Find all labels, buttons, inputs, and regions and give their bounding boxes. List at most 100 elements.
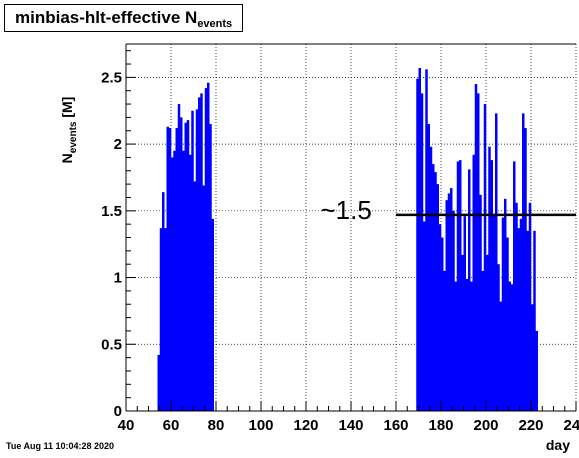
x-tick-label: 200 [473, 417, 498, 434]
histogram-bar [204, 88, 208, 411]
y-tick-label: 1 [114, 270, 122, 287]
histogram-bar [200, 93, 203, 412]
x-tick-label: 60 [163, 417, 180, 434]
histogram-bar [495, 113, 498, 411]
histogram-bar [510, 284, 514, 411]
y-tick-label: 1.5 [101, 203, 122, 220]
y-axis-label: Nevents [M] [59, 97, 79, 164]
histogram-bar [456, 161, 460, 411]
histogram-bar [416, 78, 419, 411]
histogram-bar [189, 154, 192, 411]
x-tick-label: 40 [118, 417, 135, 434]
x-tick-label: 140 [338, 417, 363, 434]
histogram-bar [488, 146, 491, 411]
histogram-bar [432, 164, 435, 411]
x-tick-label: 100 [248, 417, 273, 434]
histogram-bar [508, 281, 511, 411]
histogram-bar [452, 210, 455, 411]
histogram-bar [207, 82, 210, 412]
histogram-bar [173, 150, 176, 411]
y-tick-label: 0 [114, 403, 122, 420]
annotation-label: ~1.5 [321, 195, 372, 225]
histogram-bar [465, 278, 469, 411]
histogram-bar [202, 185, 205, 411]
histogram-bar [443, 270, 446, 411]
histogram-bar [454, 281, 457, 411]
y-axis-label-unit: [M] [59, 97, 75, 122]
histogram-bar [441, 237, 444, 411]
histogram-bar [535, 330, 538, 411]
histogram-bar [425, 69, 428, 412]
histogram-bar [164, 228, 167, 411]
histogram-bar [474, 84, 478, 411]
histogram-bar [162, 192, 165, 411]
histogram-bar [159, 228, 163, 411]
axes [125, 43, 577, 412]
histogram-bar [418, 68, 421, 411]
histogram-bar [515, 202, 518, 411]
histogram-bar [182, 150, 185, 411]
x-tick-label: 220 [518, 417, 543, 434]
chart-title-main: minbias-hlt-effective N [15, 8, 198, 27]
histogram-bar [434, 172, 437, 411]
x-axis-label: day [546, 437, 570, 453]
histogram-bar [504, 198, 507, 411]
histogram-bar [479, 194, 482, 411]
histogram-bar [497, 264, 500, 411]
histogram-bar [522, 113, 525, 411]
histogram-bar [483, 104, 487, 412]
chart-title-subscript: events [197, 18, 233, 30]
histogram-bar [193, 181, 196, 411]
histogram-bar [461, 254, 464, 411]
histogram-bar [517, 228, 520, 411]
histogram-bar [191, 110, 194, 412]
histogram-bar [209, 124, 212, 411]
histogram-bar [531, 304, 534, 411]
histogram-bar [459, 160, 462, 411]
histogram-bar [168, 128, 172, 412]
histogram-bar [429, 146, 433, 411]
histogram-bar [198, 97, 201, 411]
x-tick-label: 120 [293, 417, 318, 434]
histogram-bar [436, 184, 439, 411]
histogram-bar [490, 160, 493, 411]
y-tick-label: 2 [114, 136, 122, 153]
x-tick-label: 240 [563, 417, 579, 434]
y-tick-label: 2.5 [101, 69, 122, 86]
histogram-bar [438, 224, 442, 411]
histogram-bar [492, 214, 496, 411]
histogram-bar [166, 126, 169, 411]
histogram-bar [519, 218, 523, 411]
histogram-bar [180, 117, 183, 412]
chart-title: minbias-hlt-effective Nevents [4, 4, 244, 32]
y-axis-label-subscript: events [68, 121, 79, 153]
x-tick-label: 180 [428, 417, 453, 434]
bars [157, 68, 538, 412]
histogram-bar [499, 301, 502, 411]
histogram-bar [470, 281, 473, 411]
x-tick-label: 160 [383, 417, 408, 434]
histogram-bar [463, 216, 466, 411]
histogram-bar [177, 104, 181, 412]
histogram-bar [423, 221, 426, 411]
histogram-bar [528, 202, 532, 411]
histogram-bar [526, 230, 529, 411]
histogram-bar [175, 128, 178, 412]
x-tick-label: 80 [208, 417, 225, 434]
histogram-bar [157, 354, 160, 411]
tick-labels: 40 60 80 100 120 140 160 180 200 220 240 0 0.5 1 1.5 2 2… [101, 69, 579, 434]
y-tick-label: 0.5 [101, 336, 122, 353]
histogram-bar [468, 169, 471, 411]
histogram-bar [486, 254, 489, 411]
histogram-bar [186, 120, 190, 411]
histogram-bar [184, 122, 187, 411]
histogram-bar [450, 188, 453, 411]
histogram-bar [506, 237, 509, 411]
histogram-bar [195, 109, 199, 411]
histogram-bar [445, 200, 448, 411]
timestamp: Tue Aug 11 10:04:28 2020 [6, 441, 115, 451]
histogram-bar [420, 93, 424, 412]
y-axis-label-main: N [59, 153, 75, 163]
histogram-bar [472, 154, 475, 411]
